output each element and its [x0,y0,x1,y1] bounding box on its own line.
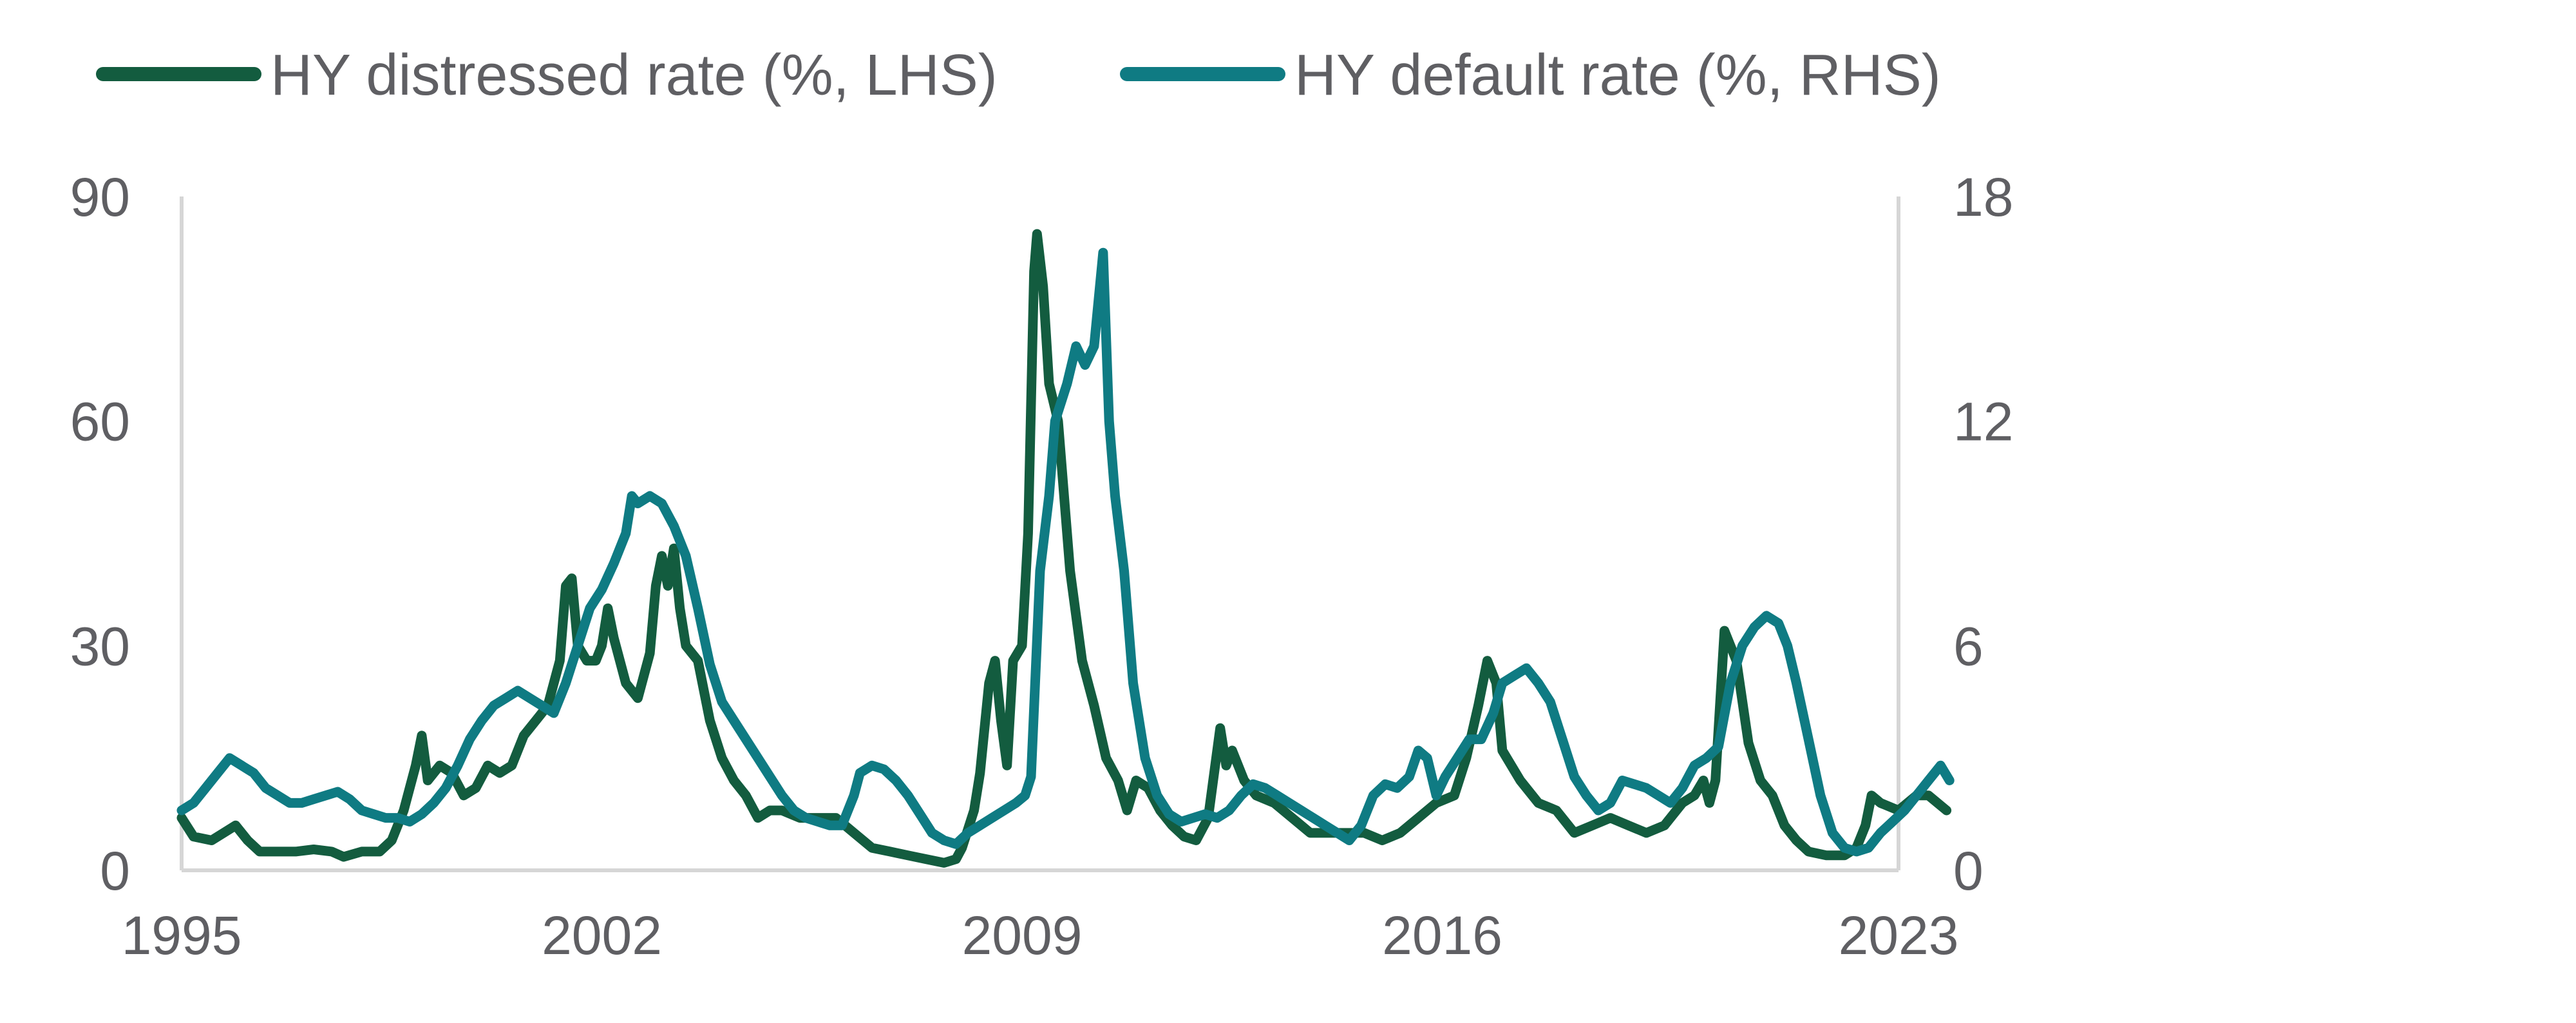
right-tick-label: 6 [1953,616,1984,676]
left-tick-label: 30 [70,616,130,676]
left-tick-label: 0 [100,841,130,901]
left-tick-label: 90 [70,167,130,227]
right-tick-label: 0 [1953,841,1984,901]
legend-label: HY default rate (%, RHS) [1294,43,1941,108]
x-tick-label: 1995 [122,905,242,966]
x-tick-label: 2016 [1382,905,1502,966]
legend: HY distressed rate (%, LHS) HY default ra… [96,43,1941,108]
left-tick-label: 60 [70,392,130,452]
x-tick-label: 2023 [1839,905,1959,966]
x-tick-label: 2002 [542,905,662,966]
series-line-distressed-rate [176,229,1952,868]
series-lines [176,229,1955,868]
x-tick-label: 2009 [962,905,1083,966]
legend-label: HY distressed rate (%, LHS) [270,43,998,108]
series-line-default-rate [176,247,1955,857]
right-tick-label: 12 [1953,392,2013,452]
left-axis-ticks: 0 30 60 90 [70,167,130,901]
axes [180,196,1900,872]
right-axis-ticks: 0 6 12 18 [1953,167,2013,901]
right-tick-label: 18 [1953,167,2013,227]
x-axis-ticks: 1995 2002 2009 2016 2023 [122,905,1959,966]
